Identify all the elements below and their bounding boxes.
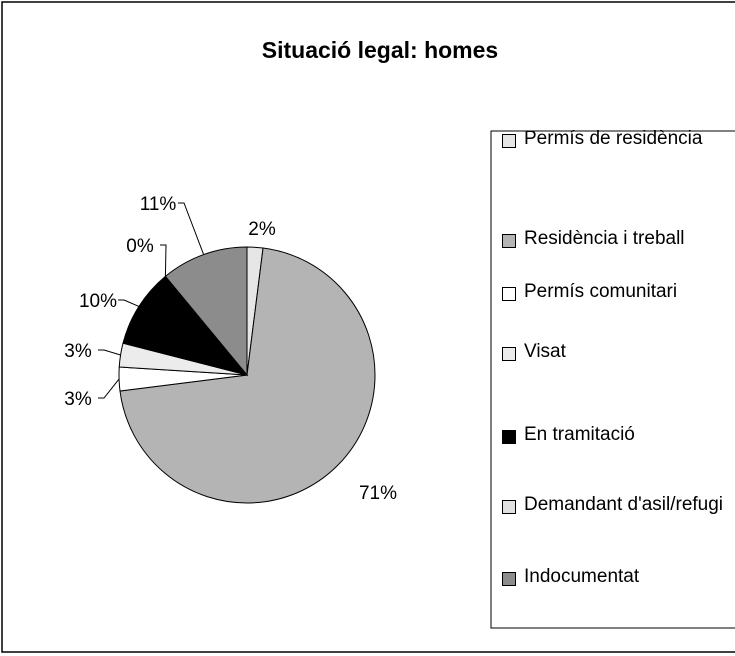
legend-label: Permís de residència bbox=[524, 128, 703, 149]
legend-swatch bbox=[502, 234, 516, 248]
data-label: 3% bbox=[64, 389, 92, 410]
data-label: 3% bbox=[64, 341, 92, 362]
leader-line bbox=[98, 378, 120, 399]
leader-line bbox=[98, 349, 121, 356]
chart-title: Situació legal: homes bbox=[262, 37, 498, 63]
legend-label: En tramitació bbox=[524, 424, 635, 445]
legend-swatch bbox=[502, 500, 516, 514]
legend-swatch bbox=[502, 572, 516, 586]
data-label: 11% bbox=[140, 194, 177, 215]
data-label: 0% bbox=[126, 236, 154, 257]
legend-label: Indocumentat bbox=[524, 566, 640, 587]
leader-line bbox=[160, 244, 167, 277]
data-label: 10% bbox=[79, 291, 117, 312]
legend-swatch bbox=[502, 134, 516, 148]
legend-label: Visat bbox=[524, 341, 566, 362]
pie-slice bbox=[122, 275, 249, 376]
legend-box bbox=[490, 130, 735, 629]
legend-label: Permís comunitari bbox=[524, 281, 678, 302]
data-label: 71% bbox=[359, 483, 397, 504]
legend-label: Demandant d'asil/refugi bbox=[524, 494, 724, 515]
legend-swatch bbox=[502, 430, 516, 444]
leader-line bbox=[178, 202, 205, 255]
leader-line bbox=[118, 299, 140, 307]
data-label: 2% bbox=[248, 219, 276, 240]
legend-label: Residència i treball bbox=[524, 228, 685, 249]
legend-swatch bbox=[502, 347, 516, 361]
legend-swatch bbox=[502, 287, 516, 301]
